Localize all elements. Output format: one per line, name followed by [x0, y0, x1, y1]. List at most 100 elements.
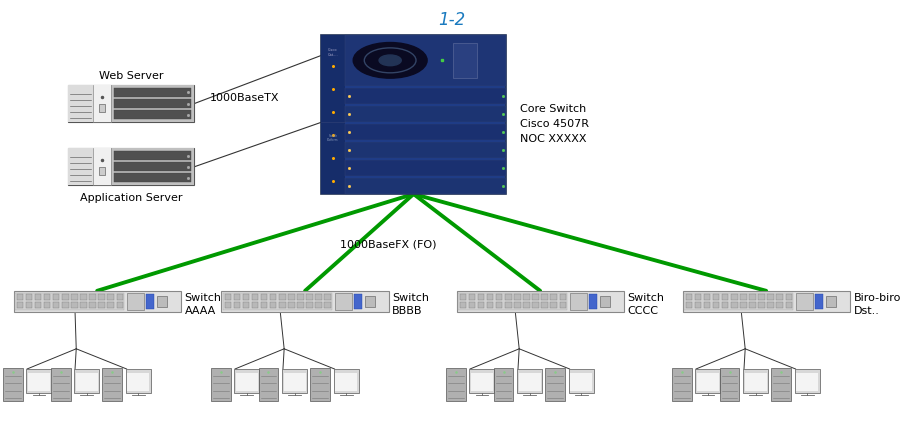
FancyBboxPatch shape: [102, 368, 122, 401]
FancyBboxPatch shape: [17, 294, 23, 300]
FancyBboxPatch shape: [333, 369, 358, 393]
Text: Switch
CCCC: Switch CCCC: [627, 293, 664, 316]
FancyBboxPatch shape: [3, 368, 23, 401]
FancyBboxPatch shape: [776, 294, 782, 300]
FancyBboxPatch shape: [93, 85, 111, 122]
FancyBboxPatch shape: [111, 85, 194, 122]
FancyBboxPatch shape: [89, 302, 96, 307]
FancyBboxPatch shape: [532, 294, 538, 300]
FancyBboxPatch shape: [93, 148, 111, 185]
FancyBboxPatch shape: [310, 368, 330, 401]
Text: 1000BaseFX (FO): 1000BaseFX (FO): [340, 239, 436, 249]
FancyBboxPatch shape: [460, 302, 466, 307]
FancyBboxPatch shape: [600, 296, 610, 307]
FancyBboxPatch shape: [345, 142, 506, 158]
FancyBboxPatch shape: [767, 302, 773, 307]
FancyBboxPatch shape: [541, 294, 547, 300]
FancyBboxPatch shape: [26, 302, 33, 307]
FancyBboxPatch shape: [279, 302, 285, 307]
FancyBboxPatch shape: [570, 373, 591, 391]
FancyBboxPatch shape: [694, 302, 701, 307]
FancyBboxPatch shape: [721, 294, 728, 300]
FancyBboxPatch shape: [282, 369, 307, 393]
FancyBboxPatch shape: [460, 294, 466, 300]
FancyBboxPatch shape: [107, 294, 114, 300]
FancyBboxPatch shape: [225, 302, 231, 307]
FancyBboxPatch shape: [712, 302, 719, 307]
Circle shape: [378, 55, 401, 66]
FancyBboxPatch shape: [365, 296, 375, 307]
FancyBboxPatch shape: [496, 302, 502, 307]
FancyBboxPatch shape: [814, 294, 822, 309]
FancyBboxPatch shape: [114, 174, 191, 182]
FancyBboxPatch shape: [719, 368, 739, 401]
FancyBboxPatch shape: [550, 302, 556, 307]
FancyBboxPatch shape: [345, 106, 506, 122]
FancyBboxPatch shape: [17, 302, 23, 307]
FancyBboxPatch shape: [252, 294, 258, 300]
FancyBboxPatch shape: [99, 167, 105, 175]
FancyBboxPatch shape: [127, 373, 149, 391]
FancyBboxPatch shape: [270, 294, 276, 300]
FancyBboxPatch shape: [776, 302, 782, 307]
FancyBboxPatch shape: [116, 302, 123, 307]
FancyBboxPatch shape: [116, 294, 123, 300]
FancyBboxPatch shape: [279, 294, 285, 300]
FancyBboxPatch shape: [127, 293, 144, 310]
FancyBboxPatch shape: [559, 294, 565, 300]
FancyBboxPatch shape: [588, 294, 596, 309]
FancyBboxPatch shape: [80, 302, 87, 307]
FancyBboxPatch shape: [51, 368, 70, 401]
FancyBboxPatch shape: [62, 294, 69, 300]
FancyBboxPatch shape: [74, 369, 99, 393]
FancyBboxPatch shape: [270, 302, 276, 307]
Text: Biro-biro
Dst..: Biro-biro Dst..: [852, 293, 899, 316]
FancyBboxPatch shape: [514, 302, 520, 307]
Text: Core Switch
Cisco 4507R
NOC XXXXX: Core Switch Cisco 4507R NOC XXXXX: [519, 105, 588, 144]
FancyBboxPatch shape: [306, 294, 312, 300]
FancyBboxPatch shape: [785, 294, 791, 300]
FancyBboxPatch shape: [487, 294, 493, 300]
FancyBboxPatch shape: [114, 151, 191, 160]
FancyBboxPatch shape: [684, 293, 792, 310]
FancyBboxPatch shape: [493, 368, 513, 401]
FancyBboxPatch shape: [740, 302, 746, 307]
FancyBboxPatch shape: [114, 162, 191, 171]
FancyBboxPatch shape: [44, 294, 51, 300]
FancyBboxPatch shape: [731, 302, 737, 307]
FancyBboxPatch shape: [114, 88, 191, 97]
FancyBboxPatch shape: [53, 294, 60, 300]
FancyBboxPatch shape: [315, 302, 321, 307]
FancyBboxPatch shape: [223, 293, 331, 310]
FancyBboxPatch shape: [53, 302, 60, 307]
FancyBboxPatch shape: [550, 294, 556, 300]
FancyBboxPatch shape: [469, 302, 475, 307]
FancyBboxPatch shape: [68, 148, 93, 185]
FancyBboxPatch shape: [14, 291, 181, 312]
FancyBboxPatch shape: [68, 148, 194, 185]
FancyBboxPatch shape: [570, 293, 586, 310]
FancyBboxPatch shape: [98, 294, 105, 300]
FancyBboxPatch shape: [321, 35, 345, 194]
FancyBboxPatch shape: [671, 368, 691, 401]
FancyBboxPatch shape: [221, 291, 388, 312]
Circle shape: [353, 43, 426, 78]
FancyBboxPatch shape: [749, 302, 755, 307]
FancyBboxPatch shape: [89, 294, 96, 300]
FancyBboxPatch shape: [35, 302, 42, 307]
Text: Web Server: Web Server: [98, 71, 163, 81]
FancyBboxPatch shape: [703, 294, 710, 300]
FancyBboxPatch shape: [518, 373, 540, 391]
FancyBboxPatch shape: [324, 302, 330, 307]
FancyBboxPatch shape: [712, 294, 719, 300]
FancyBboxPatch shape: [288, 294, 294, 300]
FancyBboxPatch shape: [523, 294, 529, 300]
FancyBboxPatch shape: [258, 368, 278, 401]
FancyBboxPatch shape: [487, 302, 493, 307]
FancyBboxPatch shape: [568, 369, 593, 393]
FancyBboxPatch shape: [68, 85, 93, 122]
FancyBboxPatch shape: [243, 302, 249, 307]
FancyBboxPatch shape: [456, 291, 623, 312]
FancyBboxPatch shape: [505, 302, 511, 307]
FancyBboxPatch shape: [353, 294, 361, 309]
